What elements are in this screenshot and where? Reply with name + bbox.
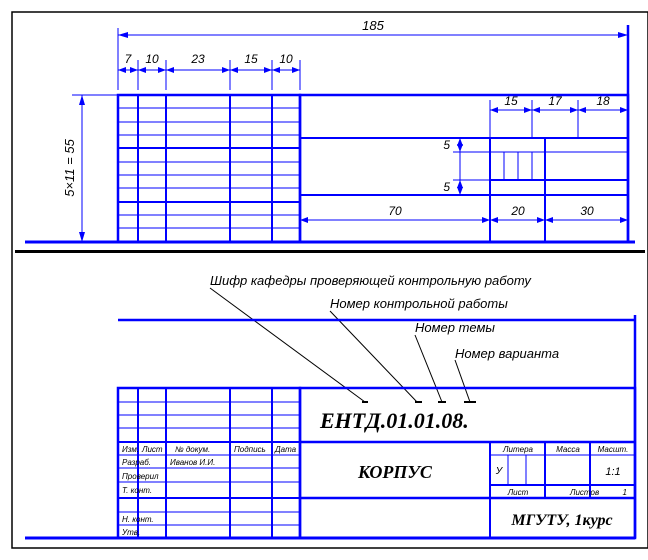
svg-text:Разраб.: Разраб. <box>122 458 151 467</box>
svg-text:Номер варианта: Номер варианта <box>455 346 559 361</box>
svg-text:7: 7 <box>125 52 133 66</box>
svg-text:Масса: Масса <box>556 445 580 454</box>
svg-text:№ докум.: № докум. <box>175 445 210 454</box>
svg-text:70: 70 <box>388 204 402 218</box>
svg-text:5×11 = 55: 5×11 = 55 <box>62 138 77 196</box>
svg-text:1:1: 1:1 <box>605 466 620 478</box>
svg-text:Лист: Лист <box>141 445 163 454</box>
svg-text:Дата: Дата <box>274 445 297 454</box>
svg-text:Иванов И.И.: Иванов И.И. <box>170 458 215 467</box>
drawing-diagram: 185 7 10 23 15 10 5×11 = 55 <box>10 10 648 550</box>
svg-text:5: 5 <box>443 138 450 152</box>
svg-text:Проверил: Проверил <box>122 472 159 481</box>
svg-text:15: 15 <box>244 52 258 66</box>
svg-text:15: 15 <box>504 94 518 108</box>
svg-text:1: 1 <box>623 488 627 497</box>
svg-text:5: 5 <box>443 180 450 194</box>
svg-text:Номер темы: Номер темы <box>415 320 495 335</box>
part-name: КОРПУС <box>357 462 433 482</box>
svg-text:Н. конт.: Н. конт. <box>122 515 154 524</box>
svg-text:У: У <box>495 466 504 477</box>
code-text: ЕНТД.01.01.08. <box>319 408 469 433</box>
svg-text:17: 17 <box>548 94 563 108</box>
svg-text:23: 23 <box>190 52 205 66</box>
svg-text:Масшт.: Масшт. <box>598 445 629 454</box>
svg-text:18: 18 <box>596 94 610 108</box>
svg-text:Литера: Литера <box>502 445 533 454</box>
svg-text:30: 30 <box>580 204 594 218</box>
callouts-group: Шифр кафедры проверяющей контрольную раб… <box>210 273 559 402</box>
svg-text:Подпись: Подпись <box>234 445 266 454</box>
svg-text:Лист: Лист <box>507 488 529 497</box>
svg-text:Номер контрольной работы: Номер контрольной работы <box>330 296 508 311</box>
svg-text:10: 10 <box>145 52 159 66</box>
svg-text:Т. конт.: Т. конт. <box>122 486 152 495</box>
svg-text:Листов: Листов <box>569 488 599 497</box>
top-frame-diagram: 185 7 10 23 15 10 5×11 = 55 <box>25 18 635 242</box>
svg-text:Шифр кафедры проверяющей контр: Шифр кафедры проверяющей контрольную раб… <box>210 273 532 288</box>
school-name: МГУТУ, 1курс <box>510 512 612 529</box>
svg-text:Утв.: Утв. <box>121 528 140 537</box>
svg-text:10: 10 <box>279 52 293 66</box>
svg-text:Изм.: Изм. <box>122 445 139 454</box>
dim-185: 185 <box>362 18 384 33</box>
svg-text:20: 20 <box>510 204 525 218</box>
